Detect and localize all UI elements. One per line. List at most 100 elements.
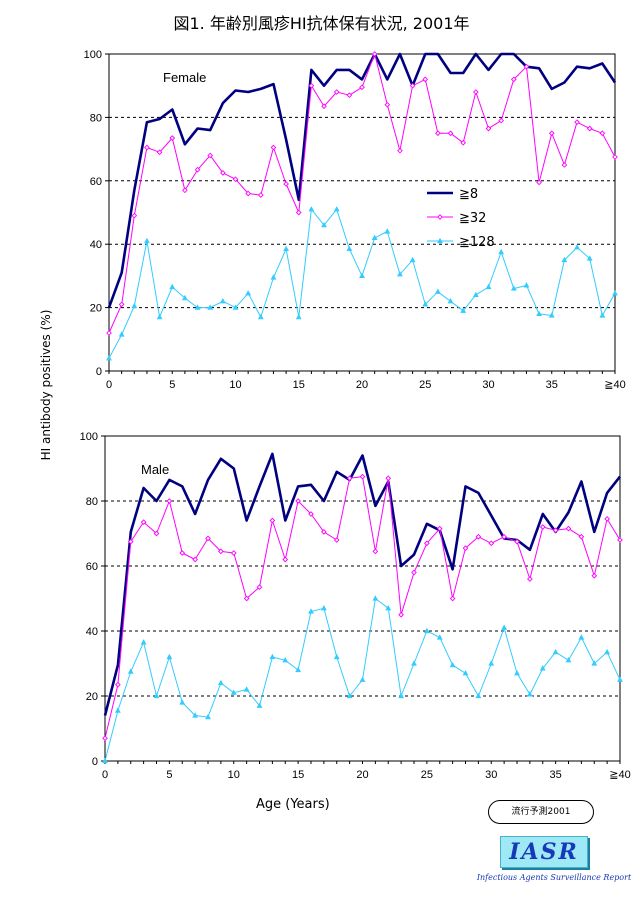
data-point-ge32 (230, 550, 237, 556)
data-point-ge128 (179, 699, 186, 705)
data-point-ge128 (114, 707, 121, 713)
data-point-ge32 (232, 176, 239, 183)
data-point-ge32 (257, 192, 264, 198)
data-point-ge128 (398, 692, 405, 699)
data-point-ge32 (578, 533, 585, 540)
data-point-ge128 (346, 245, 353, 252)
data-point-ge32 (333, 537, 340, 543)
data-point-ge32 (586, 125, 593, 132)
data-point-ge128 (127, 668, 134, 674)
data-point-ge32 (153, 530, 160, 537)
data-point-ge32 (118, 301, 125, 308)
y-tick-label: 80 (86, 496, 98, 508)
x-tick-label: 30 (482, 379, 494, 391)
data-point-ge32 (475, 533, 482, 540)
data-point-ge32 (207, 152, 214, 159)
data-point-ge32 (321, 529, 327, 535)
data-point-ge32 (359, 473, 366, 480)
data-point-ge32 (536, 179, 542, 186)
data-point-ge32 (270, 144, 277, 151)
data-point-ge128 (256, 702, 263, 708)
iasr-logo: IASR (500, 836, 588, 868)
data-point-ge32 (346, 475, 353, 482)
y-axis-title: HI antibody positives (%) (39, 309, 53, 461)
data-point-ge128 (243, 686, 250, 692)
data-point-ge128 (102, 757, 108, 764)
data-point-ge32 (436, 525, 443, 532)
legend-label-ge8: ≧8 (459, 187, 478, 202)
x-tick-label: 0 (106, 379, 112, 391)
data-point-ge32 (245, 190, 251, 197)
data-point-ge32 (510, 76, 517, 83)
data-point-ge128 (333, 653, 340, 660)
data-point-ge32 (295, 209, 302, 216)
data-point-ge32 (283, 181, 289, 187)
data-point-ge32 (179, 550, 186, 556)
data-point-ge128 (501, 624, 508, 630)
data-point-ge32 (166, 498, 173, 504)
data-point-ge128 (552, 648, 559, 655)
x-tick-label: 35 (550, 769, 562, 781)
data-point-ge32 (565, 525, 572, 532)
data-point-ge128 (257, 313, 264, 320)
data-point-ge128 (409, 256, 416, 263)
x-tick-label: 15 (292, 769, 304, 781)
series-line-ge128 (108, 208, 616, 359)
data-point-ge128 (472, 291, 479, 298)
data-point-ge32 (182, 187, 188, 194)
data-point-ge128 (320, 605, 327, 611)
data-point-ge32 (548, 130, 555, 137)
data-point-ge32 (612, 154, 618, 160)
data-point-ge128 (205, 713, 211, 720)
data-point-ge32 (617, 537, 623, 543)
data-point-ge128 (219, 298, 226, 304)
data-point-ge128 (181, 294, 188, 301)
series-line-ge32 (108, 53, 616, 334)
data-point-ge128 (359, 676, 366, 682)
x-tick-label: 10 (228, 769, 240, 781)
data-point-ge128 (346, 692, 353, 699)
data-point-ge128 (526, 691, 533, 697)
data-point-ge128 (514, 670, 520, 676)
data-point-ge32 (449, 595, 456, 602)
data-point-ge128 (397, 271, 403, 277)
data-point-ge32 (523, 63, 530, 70)
data-point-ge128 (436, 634, 443, 640)
data-point-ge32 (435, 130, 441, 137)
x-tick-label: 20 (356, 769, 368, 781)
data-point-ge32 (282, 556, 289, 563)
data-point-ge32 (359, 84, 365, 91)
x-tick-label: 5 (166, 769, 172, 781)
y-tick-label: 60 (90, 176, 102, 188)
x-tick-label: 5 (169, 379, 175, 391)
y-tick-label: 0 (92, 756, 98, 768)
data-point-ge128 (144, 237, 150, 244)
female-chart: 0 20 40 60 80 100 0 5 10 15 20 25 30 35 ≧40 Female ≧8 ≧32… (84, 49, 626, 391)
data-point-ge128 (548, 312, 555, 318)
x-tick-label: 15 (293, 379, 305, 391)
data-point-ge32 (384, 101, 391, 108)
x-tick-label: 0 (102, 769, 108, 781)
data-point-ge32 (243, 595, 250, 602)
data-point-ge32 (447, 130, 454, 137)
data-point-ge128 (359, 272, 365, 279)
data-point-ge128 (578, 634, 585, 640)
data-point-ge128 (462, 670, 469, 676)
panel-label: Male (141, 462, 169, 477)
data-point-ge128 (321, 221, 327, 228)
data-point-ge128 (574, 244, 580, 250)
y-tick-label: 80 (90, 112, 102, 124)
data-point-ge32 (205, 535, 211, 542)
data-point-ge128 (169, 283, 176, 290)
data-point-ge128 (140, 639, 147, 645)
data-point-ge32 (346, 92, 353, 99)
data-point-ge32 (460, 139, 467, 146)
data-point-ge128 (308, 206, 315, 212)
iasr-logo-subtitle: Infectious Agents Surveillance Report (476, 873, 632, 882)
data-point-ge32 (106, 330, 112, 336)
data-point-ge32 (514, 538, 520, 545)
data-point-ge32 (144, 144, 150, 151)
data-point-ge32 (501, 533, 507, 540)
x-tick-label: 30 (485, 769, 497, 781)
data-point-ge32 (398, 611, 404, 618)
